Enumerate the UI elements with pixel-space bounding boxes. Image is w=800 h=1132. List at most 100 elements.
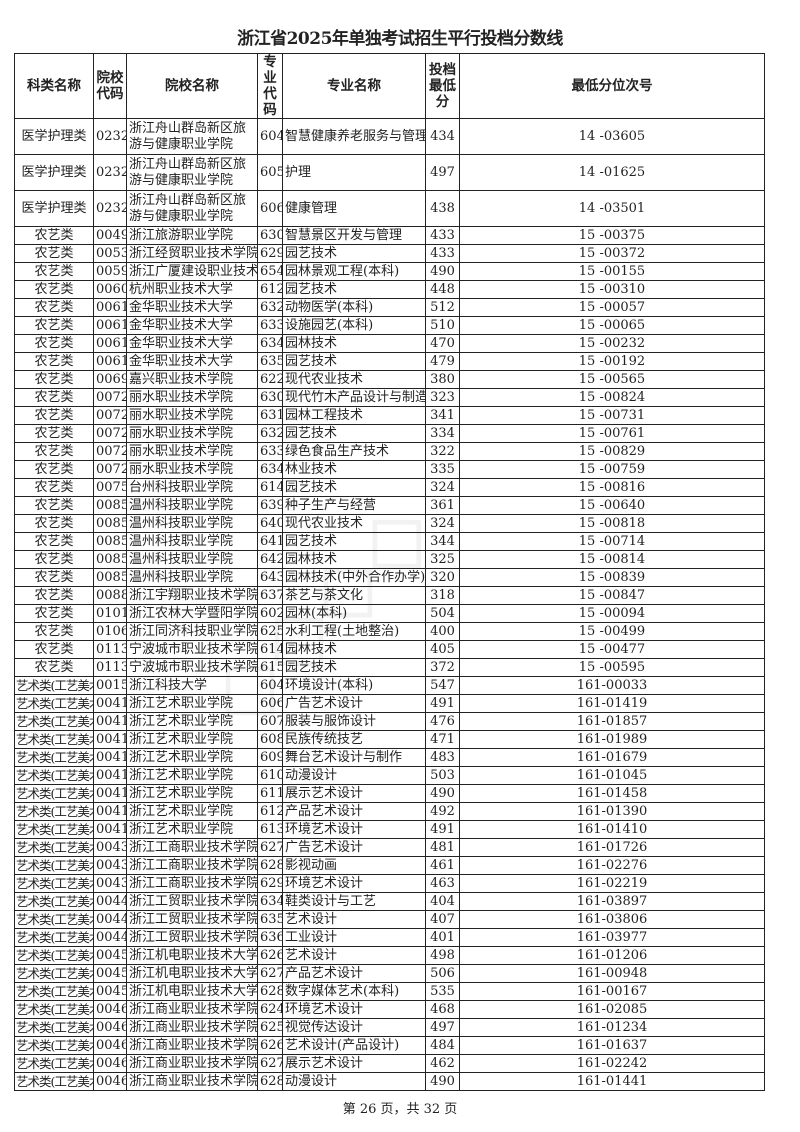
cell-school-name: 丽水职业技术学院 [126, 406, 258, 425]
header-category: 科类名称 [14, 53, 94, 119]
table-row: 艺术类(工艺美术)0045浙江机电职业技术大学627产品艺术设计506161-0… [14, 964, 765, 983]
cell-min-score: 433 [425, 226, 460, 245]
cell-school-name: 浙江农林大学暨阳学院 [126, 604, 258, 623]
cell-school-name: 浙江工贸职业技术学院 [126, 928, 258, 947]
cell-min-score: 506 [425, 964, 460, 983]
cell-school-code: 0043 [93, 838, 127, 857]
cell-major-name: 视觉传达设计 [282, 1018, 426, 1037]
cell-major-name: 林业技术 [282, 460, 426, 479]
cell-major-code: 614 [257, 478, 283, 497]
cell-min-score: 434 [425, 118, 460, 155]
cell-category: 农艺类 [14, 604, 94, 623]
cell-min-rank: 15 -00595 [459, 658, 765, 677]
cell-school-code: 0044 [93, 910, 127, 929]
cell-major-code: 629 [257, 244, 283, 263]
cell-school-code: 0049 [93, 226, 127, 245]
cell-category: 农艺类 [14, 532, 94, 551]
table-row: 艺术类(工艺美术)0041浙江艺术职业学院612产品艺术设计492161-013… [14, 802, 765, 821]
table-row: 农艺类 0085 温州科技职业学院 639 种子生产与经营 361 15 -00640 [14, 496, 765, 515]
cell-major-name: 园艺技术 [282, 244, 426, 263]
table-row: 农艺类 0072 丽水职业技术学院 633 绿色食品生产技术 322 15 -00829 [14, 442, 765, 461]
table-row: 农艺类 0061 金华职业技术大学 633 设施园艺(本科) 510 15 -00065 [14, 316, 765, 335]
table-row: 艺术类(工艺美术)0043浙江工商职业技术学院627广告艺术设计481161-0… [14, 838, 765, 857]
cell-school-name: 浙江宇翔职业技术学院 [126, 586, 258, 605]
cell-category: 医学护理类 [14, 154, 94, 191]
cell-school-name: 丽水职业技术学院 [126, 460, 258, 479]
cell-school-code: 0061 [93, 298, 127, 317]
cell-min-rank: 161-01234 [459, 1018, 765, 1037]
cell-min-rank: 15 -00818 [459, 514, 765, 533]
cell-category: 农艺类 [14, 514, 94, 533]
cell-min-score: 324 [425, 478, 460, 497]
cell-school-code: 0232 [93, 118, 127, 155]
cell-min-rank: 161-03977 [459, 928, 765, 947]
cell-school-name: 浙江工商职业技术学院 [126, 838, 258, 857]
cell-category: 艺术类(工艺美术) [14, 1018, 94, 1037]
cell-school-name: 丽水职业技术学院 [126, 388, 258, 407]
cell-category: 艺术类(工艺美术) [14, 694, 94, 713]
table-row: 农艺类 0072 丽水职业技术学院 634 林业技术 335 15 -00759 [14, 460, 765, 479]
header-major-name: 专业名称 [282, 53, 426, 119]
cell-major-code: 602 [257, 604, 283, 623]
table-row: 艺术类(工艺美术)0046浙江商业职业技术学院627展示艺术设计462161-0… [14, 1054, 765, 1073]
cell-major-code: 604 [257, 676, 283, 695]
cell-major-code: 605 [257, 154, 283, 191]
cell-min-score: 490 [425, 262, 460, 281]
table-row: 农艺类 0101 浙江农林大学暨阳学院 602 园林(本科) 504 15 -00094 [14, 604, 765, 623]
cell-major-code: 654 [257, 262, 283, 281]
cell-school-code: 0041 [93, 802, 127, 821]
header-min-score: 投档最低分 [425, 53, 460, 119]
cell-min-rank: 161-03897 [459, 892, 765, 911]
cell-min-score: 503 [425, 766, 460, 785]
cell-category: 艺术类(工艺美术) [14, 766, 94, 785]
cell-major-code: 629 [257, 874, 283, 893]
cell-category: 医学护理类 [14, 190, 94, 227]
cell-major-code: 626 [257, 946, 283, 965]
cell-school-code: 0072 [93, 388, 127, 407]
cell-school-code: 0072 [93, 406, 127, 425]
cell-school-name: 浙江工商职业技术学院 [126, 856, 258, 875]
cell-category: 农艺类 [14, 334, 94, 353]
cell-school-name: 浙江艺术职业学院 [126, 730, 258, 749]
table-row: 农艺类 0072 丽水职业技术学院 631 园林工程技术 341 15 -00731 [14, 406, 765, 425]
cell-school-name: 台州科技职业学院 [126, 478, 258, 497]
cell-school-name: 浙江同济科技职业学院 [126, 622, 258, 641]
cell-school-name: 浙江经贸职业技术学院 [126, 244, 258, 263]
cell-min-rank: 15 -00155 [459, 262, 765, 281]
cell-school-name: 金华职业技术大学 [126, 352, 258, 371]
cell-school-name: 丽水职业技术学院 [126, 424, 258, 443]
cell-major-name: 园林技术 [282, 640, 426, 659]
cell-min-rank: 15 -00839 [459, 568, 765, 587]
cell-min-rank: 161-02219 [459, 874, 765, 893]
cell-min-rank: 161-01458 [459, 784, 765, 803]
cell-major-code: 640 [257, 514, 283, 533]
cell-category: 农艺类 [14, 424, 94, 443]
cell-category: 艺术类(工艺美术) [14, 1036, 94, 1055]
cell-school-name: 浙江商业职业技术学院 [126, 1072, 258, 1091]
cell-category: 艺术类(工艺美术) [14, 946, 94, 965]
cell-school-code: 0045 [93, 946, 127, 965]
cell-min-rank: 15 -00814 [459, 550, 765, 569]
cell-school-code: 0041 [93, 748, 127, 767]
cell-major-code: 641 [257, 532, 283, 551]
cell-min-rank: 161-02242 [459, 1054, 765, 1073]
cell-category: 艺术类(工艺美术) [14, 712, 94, 731]
cell-min-score: 490 [425, 784, 460, 803]
cell-school-name: 浙江机电职业技术大学 [126, 982, 258, 1001]
table-row: 农艺类 0113 宁波城市职业技术学院 614 园林技术 405 15 -00477 [14, 640, 765, 659]
cell-major-code: 606 [257, 190, 283, 227]
cell-min-score: 404 [425, 892, 460, 911]
cell-major-name: 健康管理 [282, 190, 426, 227]
cell-min-rank: 14 -03501 [459, 190, 765, 227]
cell-min-score: 322 [425, 442, 460, 461]
cell-school-code: 0059 [93, 262, 127, 281]
cell-min-rank: 15 -00714 [459, 532, 765, 551]
cell-major-name: 服装与服饰设计 [282, 712, 426, 731]
cell-major-name: 民族传统技艺 [282, 730, 426, 749]
cell-school-code: 0085 [93, 550, 127, 569]
cell-major-code: 632 [257, 298, 283, 317]
cell-category: 艺术类(工艺美术) [14, 676, 94, 695]
cell-major-code: 642 [257, 550, 283, 569]
cell-min-rank: 15 -00565 [459, 370, 765, 389]
cell-school-code: 0088 [93, 586, 127, 605]
